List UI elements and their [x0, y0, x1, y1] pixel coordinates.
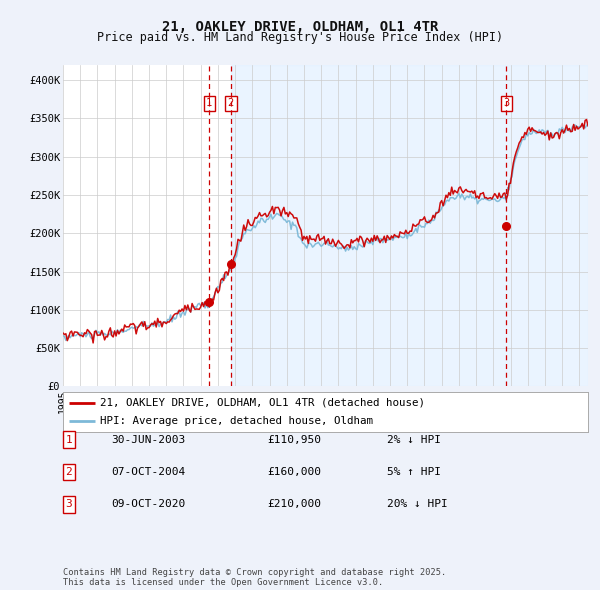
Text: 07-OCT-2004: 07-OCT-2004 [111, 467, 185, 477]
Text: HPI: Average price, detached house, Oldham: HPI: Average price, detached house, Oldh… [100, 416, 373, 426]
Text: 3: 3 [503, 98, 509, 108]
Text: 21, OAKLEY DRIVE, OLDHAM, OL1 4TR (detached house): 21, OAKLEY DRIVE, OLDHAM, OL1 4TR (detac… [100, 398, 425, 408]
Text: 21, OAKLEY DRIVE, OLDHAM, OL1 4TR: 21, OAKLEY DRIVE, OLDHAM, OL1 4TR [162, 19, 438, 34]
Text: 2: 2 [65, 467, 73, 477]
Text: 09-OCT-2020: 09-OCT-2020 [111, 500, 185, 509]
Bar [231, 65, 588, 386]
Text: £210,000: £210,000 [267, 500, 321, 509]
Text: 30-JUN-2003: 30-JUN-2003 [111, 435, 185, 444]
Text: 2% ↓ HPI: 2% ↓ HPI [387, 435, 441, 444]
Text: 2: 2 [228, 98, 234, 108]
Text: £160,000: £160,000 [267, 467, 321, 477]
Text: 1: 1 [65, 435, 73, 444]
Text: Price paid vs. HM Land Registry's House Price Index (HPI): Price paid vs. HM Land Registry's House … [97, 31, 503, 44]
Text: £110,950: £110,950 [267, 435, 321, 444]
Text: Contains HM Land Registry data © Crown copyright and database right 2025.
This d: Contains HM Land Registry data © Crown c… [63, 568, 446, 587]
Text: 5% ↑ HPI: 5% ↑ HPI [387, 467, 441, 477]
Text: 20% ↓ HPI: 20% ↓ HPI [387, 500, 448, 509]
Text: 1: 1 [206, 98, 212, 108]
Text: 3: 3 [65, 500, 73, 509]
